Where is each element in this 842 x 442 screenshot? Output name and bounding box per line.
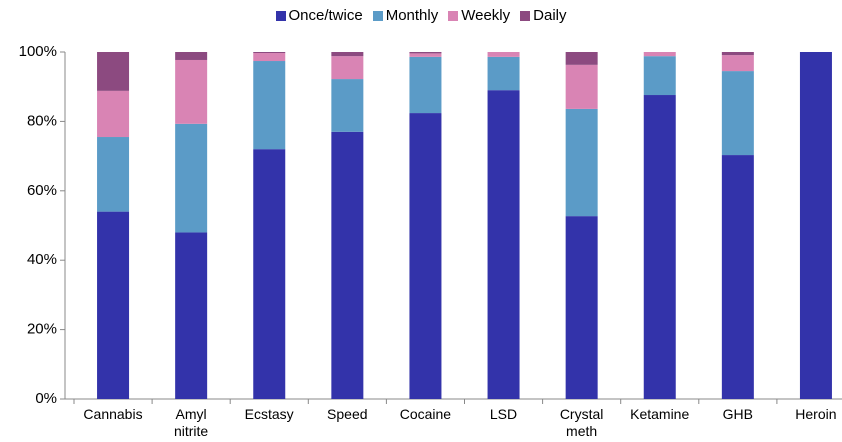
legend-item: Weekly [448,7,510,24]
x-tick-label: Speed [327,406,368,422]
x-tick-label: Cocaine [399,406,452,422]
legend-item: Once/twice [275,7,363,24]
bar-segment [253,61,286,150]
x-tick-label: Crystal meth [559,406,604,439]
bar-segment [487,52,520,57]
bar-segment [721,55,754,72]
bar-segment [175,59,208,124]
bar-segment [799,52,832,399]
x-tick-label: Ecstasy [244,406,294,422]
y-tick-label: 60% [27,182,57,199]
bar-segment [331,131,364,399]
bar-segment [643,56,676,96]
x-tick-label: Ketamine [630,406,690,422]
legend-label: Once/twice [288,7,363,24]
bar-segment [565,108,598,217]
x-tick-label: GHB [722,406,753,422]
bar-segment [253,53,286,62]
bar-segment [409,53,442,57]
bar-segment [175,52,208,60]
bar-segment [97,52,130,91]
bar-segment [409,56,442,114]
bar-segment [97,90,130,138]
y-tick-label: 20% [27,321,57,338]
y-tick-label: 100% [19,43,57,60]
x-tick-label: Amyl nitrite [173,406,209,439]
y-tick-label: 80% [27,112,57,129]
bar-segment [97,211,130,399]
bar-segment [331,52,364,57]
bar-segment [565,216,598,399]
y-tick-label: 40% [27,251,57,268]
legend: Once/twice Monthly Weekly Daily [0,7,842,24]
bar-segment [487,90,520,400]
bar-segment [643,95,676,399]
bar-segment [565,64,598,109]
bar-segment [487,56,520,91]
x-tick-label: LSD [489,406,518,422]
bar-segment [175,123,208,233]
legend-label: Daily [533,7,567,24]
bar-segment [721,52,754,56]
legend-label: Monthly [385,7,439,24]
bar-segment [565,52,598,65]
bar-segment [331,79,364,132]
legend-item: Monthly [372,7,439,24]
y-tick-label: 0% [35,390,57,407]
legend-swatch [275,10,286,21]
bar-segment [643,52,676,57]
legend-swatch [448,10,459,21]
legend-swatch [520,10,531,21]
x-tick-label: Cannabis [83,406,143,422]
x-tick-label: Heroin [795,406,837,422]
bar-segment [253,52,286,54]
bar-segment [175,232,208,399]
bar-segment [409,113,442,400]
bar-segment [721,155,754,399]
bar-segment [253,149,286,399]
legend-swatch [372,10,383,21]
bar-segment [97,137,130,212]
legend-item: Daily [520,7,566,24]
bar-segment [331,56,364,80]
legend-label: Weekly [461,7,511,24]
bar-segment [721,71,754,156]
bar-segment [409,52,442,54]
